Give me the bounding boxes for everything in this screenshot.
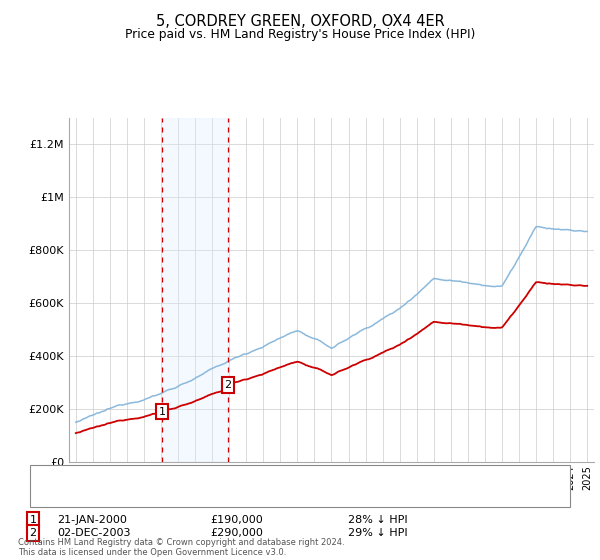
Text: 1: 1 xyxy=(158,407,166,417)
Text: 28% ↓ HPI: 28% ↓ HPI xyxy=(348,515,407,525)
Text: 2: 2 xyxy=(224,380,232,390)
Text: Contains HM Land Registry data © Crown copyright and database right 2024.
This d: Contains HM Land Registry data © Crown c… xyxy=(18,538,344,557)
Text: HPI: Average price, detached house, Oxford: HPI: Average price, detached house, Oxfo… xyxy=(93,490,321,500)
Bar xyxy=(162,118,228,462)
Text: £290,000: £290,000 xyxy=(210,528,263,538)
Text: 1: 1 xyxy=(29,515,37,525)
Text: 21-JAN-2000: 21-JAN-2000 xyxy=(57,515,127,525)
Text: Price paid vs. HM Land Registry's House Price Index (HPI): Price paid vs. HM Land Registry's House … xyxy=(125,28,475,41)
Text: 5, CORDREY GREEN, OXFORD, OX4 4ER (detached house): 5, CORDREY GREEN, OXFORD, OX4 4ER (detac… xyxy=(93,472,393,482)
Text: 5, CORDREY GREEN, OXFORD, OX4 4ER: 5, CORDREY GREEN, OXFORD, OX4 4ER xyxy=(155,14,445,29)
Text: 02-DEC-2003: 02-DEC-2003 xyxy=(57,528,131,538)
Text: 2: 2 xyxy=(29,528,37,538)
Text: 29% ↓ HPI: 29% ↓ HPI xyxy=(348,528,407,538)
Text: £190,000: £190,000 xyxy=(210,515,263,525)
